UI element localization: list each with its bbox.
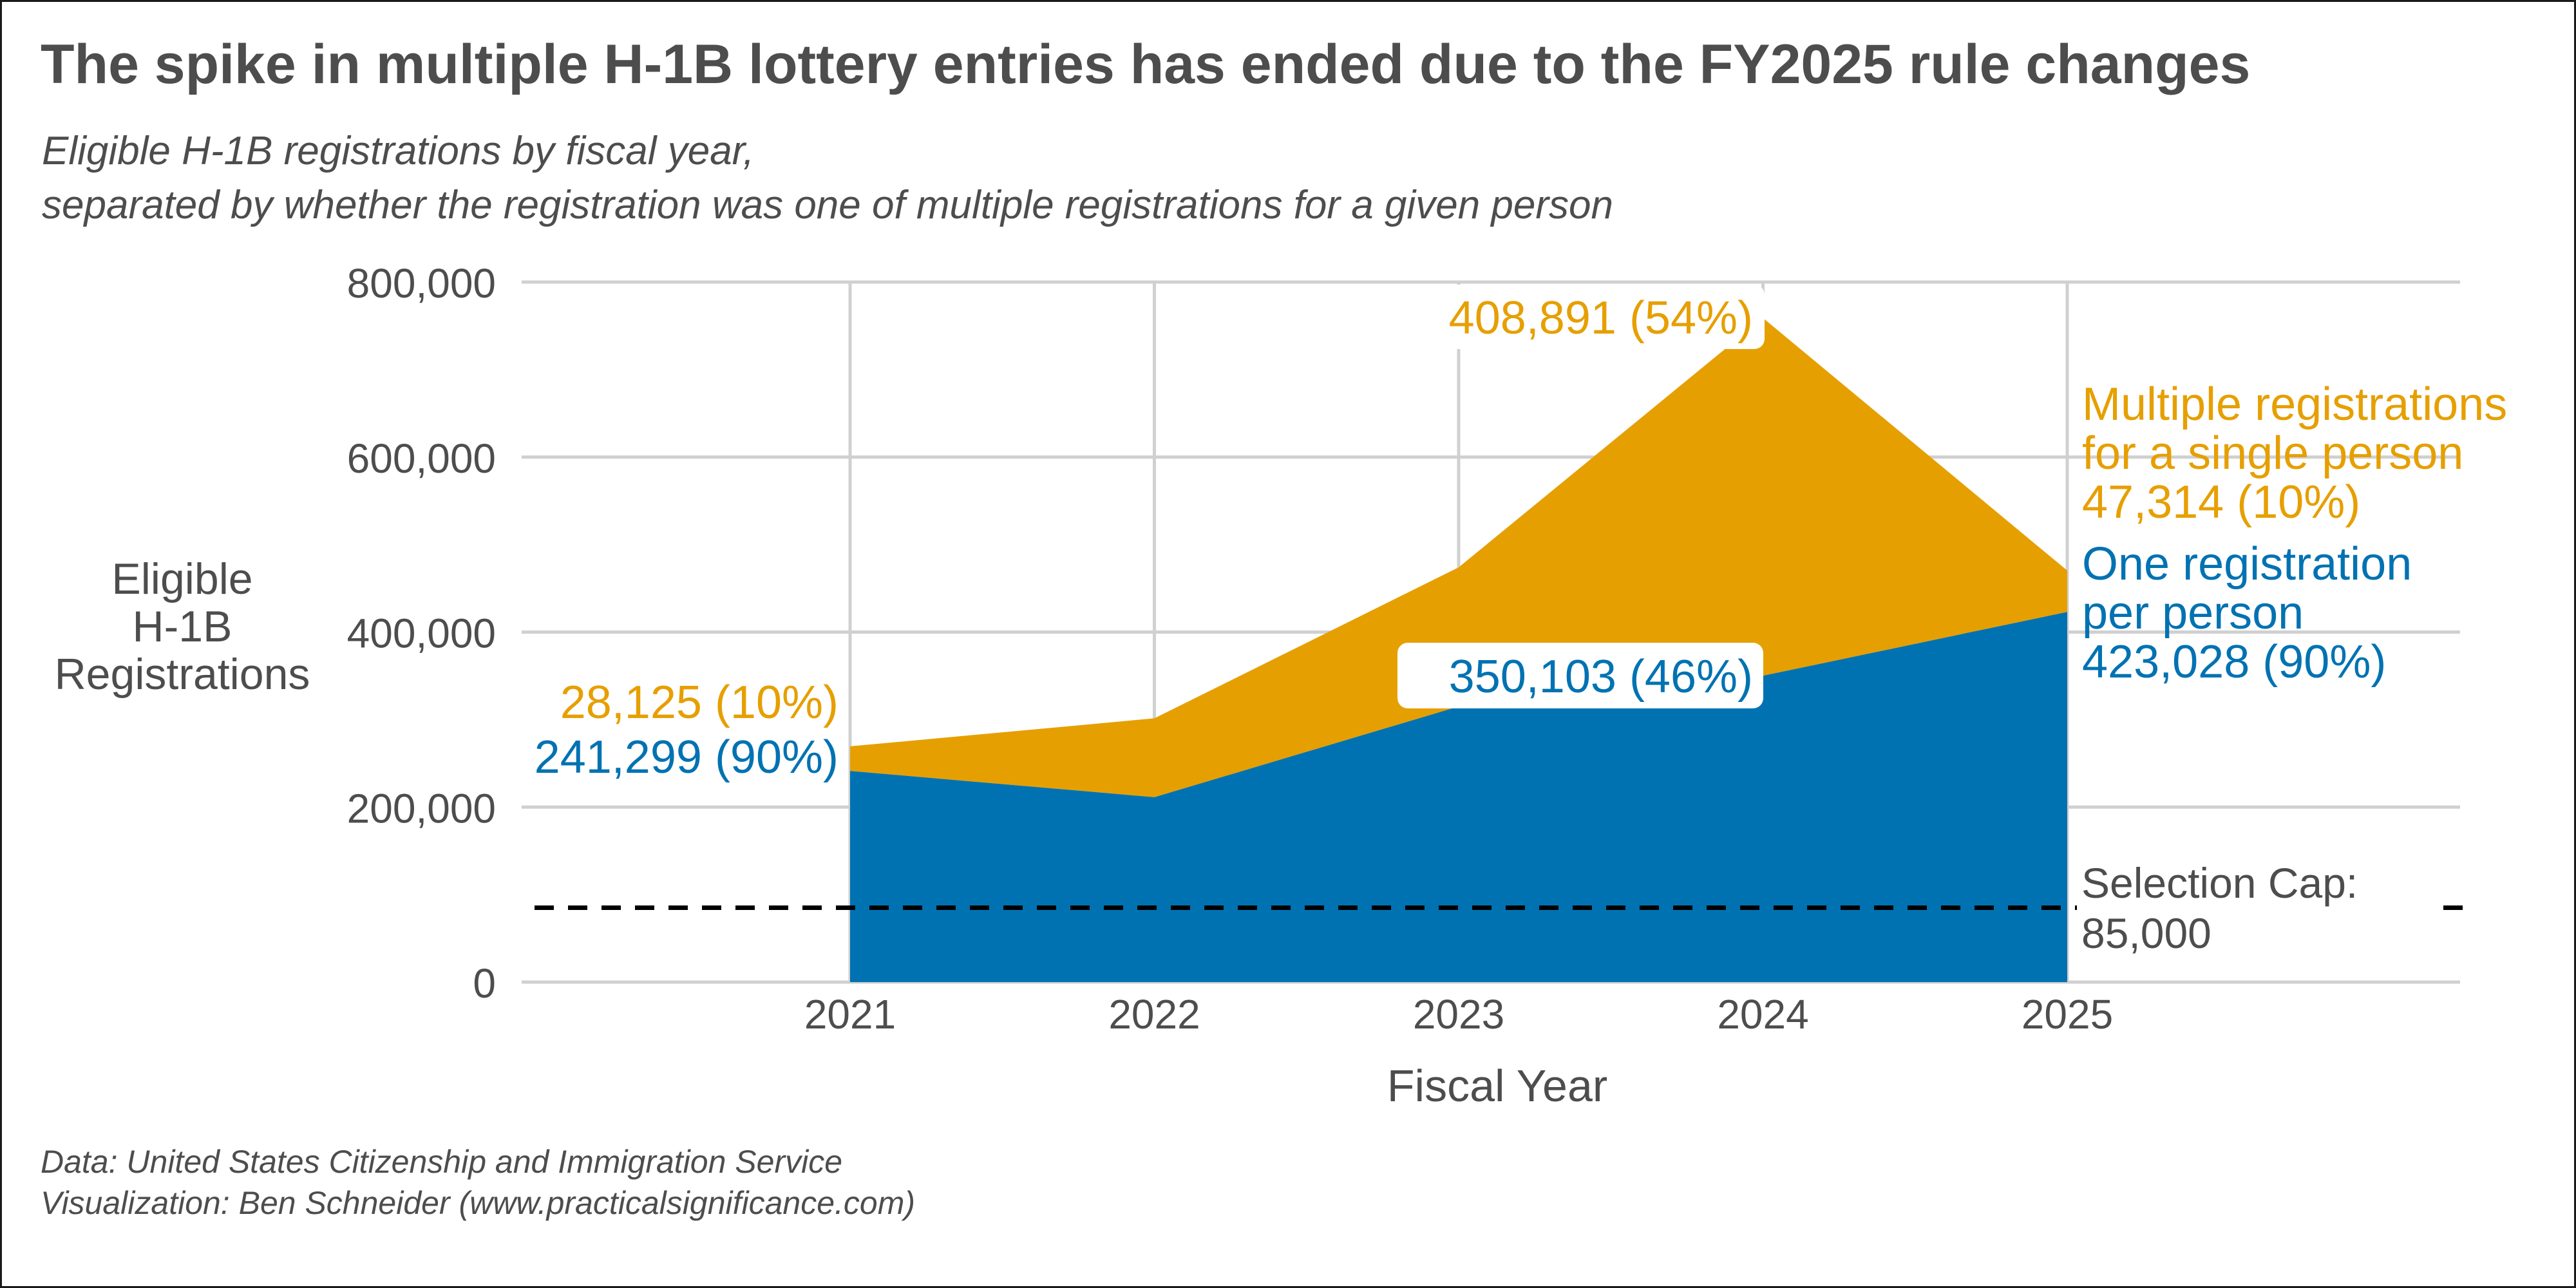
label-fy2025-single-line-2: per person bbox=[2082, 587, 2304, 639]
x-tick-label-3: 2024 bbox=[1717, 991, 1808, 1037]
caption-visualization-credit: Visualization: Ben Schneider (www.practi… bbox=[41, 1185, 916, 1221]
y-tick-label-0: 0 bbox=[473, 960, 496, 1007]
chart-subtitle-line-1: Eligible H-1B registrations by fiscal ye… bbox=[42, 129, 755, 173]
selection-cap-label-line-1: Selection Cap: bbox=[2081, 859, 2358, 907]
y-axis-title-line-2: H-1B bbox=[133, 602, 232, 651]
caption-data-source: Data: United States Citizenship and Immi… bbox=[41, 1144, 843, 1180]
y-axis-title-line-1: Eligible bbox=[111, 554, 252, 603]
x-tick-label-2: 2023 bbox=[1413, 991, 1504, 1037]
label-fy2025-single-line-3: 423,028 (90%) bbox=[2082, 636, 2386, 688]
x-tick-label-1: 2022 bbox=[1108, 991, 1200, 1037]
label-fy2024-single-box bbox=[1397, 643, 1763, 708]
chart-subtitle-line-2: separated by whether the registration wa… bbox=[42, 183, 1614, 227]
y-tick-label-2: 400,000 bbox=[347, 611, 496, 657]
area-multiple-registrations bbox=[850, 317, 2067, 797]
selection-cap-label-bg bbox=[2077, 850, 2438, 963]
label-fy2025-multiple-line-1: Multiple registrations bbox=[2082, 379, 2507, 430]
label-fy2024-single: 350,103 (46%) bbox=[1449, 651, 1753, 703]
x-tick-label-0: 2021 bbox=[804, 991, 896, 1037]
label-fy2024-multiple: 408,891 (54%) bbox=[1449, 292, 1753, 344]
label-fy2021-single: 241,299 (90%) bbox=[535, 732, 838, 783]
label-fy2025-multiple-line-2: for a single person bbox=[2082, 428, 2463, 479]
y-tick-label-4: 800,000 bbox=[347, 260, 496, 307]
label-fy2021-multiple: 28,125 (10%) bbox=[560, 677, 838, 728]
x-axis-title: Fiscal Year bbox=[1387, 1061, 1607, 1111]
y-tick-label-1: 200,000 bbox=[347, 785, 496, 831]
x-tick-label-4: 2025 bbox=[2022, 991, 2113, 1037]
area-one-registration bbox=[850, 612, 2067, 982]
label-fy2024-multiple-box bbox=[1407, 285, 1765, 349]
selection-cap-label-line-2: 85,000 bbox=[2081, 909, 2211, 957]
label-fy2025-multiple-line-3: 47,314 (10%) bbox=[2082, 477, 2360, 528]
y-axis-title-line-3: Registrations bbox=[55, 650, 310, 699]
y-tick-label-3: 600,000 bbox=[347, 435, 496, 482]
chart-title: The spike in multiple H-1B lottery entri… bbox=[41, 33, 2251, 95]
label-fy2025-single-line-1: One registration bbox=[2082, 538, 2412, 590]
